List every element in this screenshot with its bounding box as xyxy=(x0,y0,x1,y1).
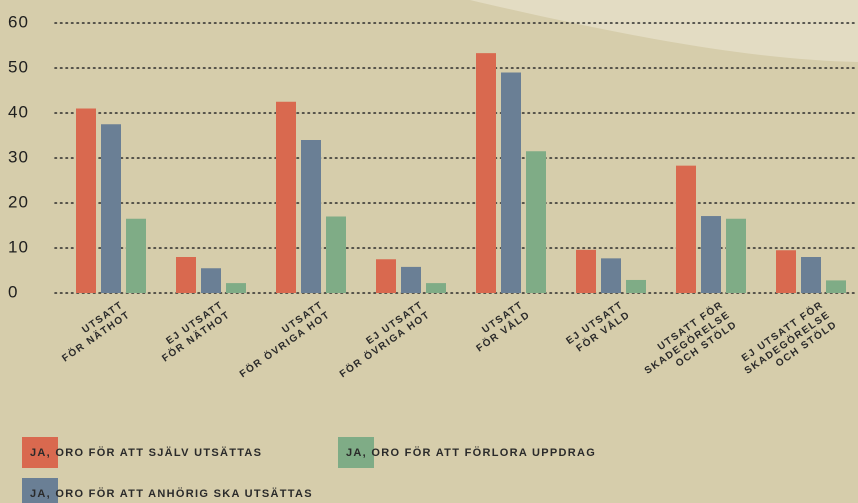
x-tick-label: EJ UTSATTFÖR VÅLD xyxy=(564,299,632,356)
bar xyxy=(276,101,296,293)
background-swoosh xyxy=(470,0,858,62)
x-tick-label: UTSATTFÖR VÅLD xyxy=(468,299,533,354)
y-tick-label: 10 xyxy=(8,237,29,256)
y-tick-label: 20 xyxy=(8,192,29,211)
bar xyxy=(801,257,821,293)
bar xyxy=(726,218,746,293)
bar xyxy=(101,124,121,293)
bar xyxy=(226,283,246,293)
bar xyxy=(176,257,196,293)
bar xyxy=(826,280,846,293)
bar xyxy=(576,249,596,293)
x-tick-label: EJ UTSATT FÖRSKADEGÖRELSEOCH STÖLD xyxy=(735,298,840,387)
bar xyxy=(776,250,796,293)
y-tick-label: 30 xyxy=(8,147,29,166)
x-tick-label: EJ UTSATTFÖR NÄTHOT xyxy=(153,299,232,364)
legend-swatch xyxy=(338,437,374,468)
y-tick-label: 40 xyxy=(8,102,29,121)
x-tick-label: UTSATT FÖRSKADEGÖRELSEOCH STÖLD xyxy=(635,298,740,387)
x-tick-label: UTSATTFÖR ÖVRIGA HOT xyxy=(231,299,333,380)
bar xyxy=(501,72,521,293)
y-tick-label: 60 xyxy=(8,12,29,31)
bar xyxy=(701,216,721,293)
legend-label: JA, ORO FÖR ATT FÖRLORA UPPDRAG xyxy=(346,446,596,459)
legend-swatch xyxy=(22,478,58,503)
bar xyxy=(626,279,646,293)
bar xyxy=(401,266,421,293)
bar xyxy=(376,259,396,293)
bar xyxy=(76,108,96,293)
x-tick-label: EJ UTSATTFÖR ÖVRIGA HOT xyxy=(331,299,433,380)
bar xyxy=(301,140,321,293)
bar xyxy=(676,165,696,293)
bar xyxy=(326,216,346,293)
y-tick-label: 50 xyxy=(8,57,29,76)
bar xyxy=(201,268,221,293)
bar xyxy=(601,258,621,293)
legend-label: JA, ORO FÖR ATT ANHÖRIG SKA UTSÄTTAS xyxy=(30,487,313,500)
legend-swatch xyxy=(22,437,58,468)
bar xyxy=(526,151,546,293)
bar xyxy=(476,53,496,294)
bar xyxy=(126,218,146,293)
x-tick-label: UTSATTFÖR NÄTHOT xyxy=(53,299,132,364)
legend-label: JA, ORO FÖR ATT SJÄLV UTSÄTTAS xyxy=(30,446,262,459)
bar xyxy=(426,283,446,293)
y-tick-label: 0 xyxy=(8,282,18,301)
